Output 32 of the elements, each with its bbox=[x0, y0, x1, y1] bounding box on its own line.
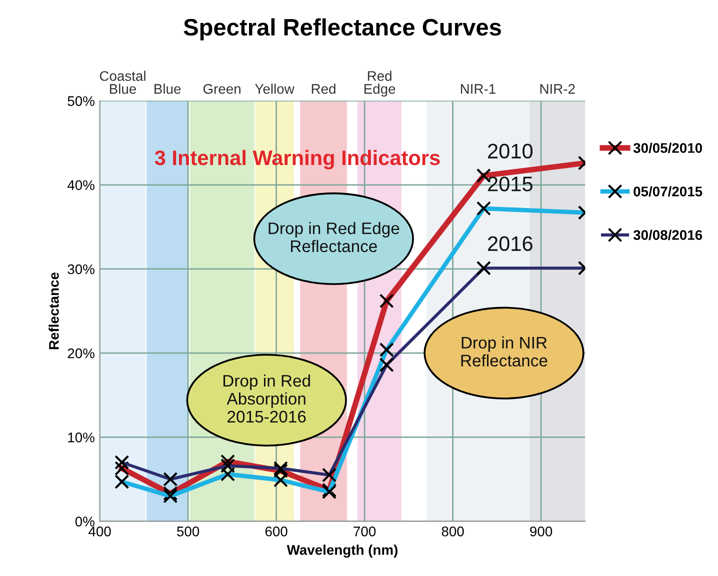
annotation: Drop in Red Edge Reflectance bbox=[268, 222, 400, 252]
band-label: Coastal Blue bbox=[100, 70, 146, 94]
annotation: 2010 bbox=[488, 144, 533, 159]
x-tick-label: 400 bbox=[88, 526, 111, 536]
legend-label: 05/07/2015 bbox=[634, 186, 702, 197]
legend-label: 30/05/2010 bbox=[633, 142, 702, 154]
annotation: 2016 bbox=[488, 236, 532, 252]
band-label: Yellow bbox=[255, 84, 294, 94]
annotation: 2015 bbox=[488, 176, 532, 192]
x-tick-label: 700 bbox=[354, 526, 376, 536]
y-tick-label: 10% bbox=[68, 432, 94, 442]
y-tick-label: 0% bbox=[75, 516, 94, 526]
y-tick-label: 40% bbox=[67, 180, 94, 190]
annotation: Drop in Red Absorption 2015-2016 bbox=[223, 374, 310, 423]
band-label: NIR-2 bbox=[540, 84, 575, 94]
y-axis-title: Reflectance bbox=[48, 272, 59, 350]
chart-title: Spectral Reflectance Curves bbox=[184, 18, 501, 40]
legend-label: 30/08/2016 bbox=[633, 230, 702, 240]
band-label: Red bbox=[312, 84, 336, 94]
annotation: Drop in NIR Reflectance bbox=[461, 336, 548, 367]
band-label: Blue bbox=[154, 84, 181, 94]
x-tick-label: 600 bbox=[265, 526, 288, 536]
band-label: Red Edge bbox=[364, 70, 396, 97]
band-label: NIR-1 bbox=[460, 84, 496, 94]
x-tick-label: 900 bbox=[530, 526, 552, 536]
y-tick-label: 20% bbox=[68, 348, 94, 358]
band-label: Green bbox=[203, 84, 240, 94]
x-tick-label: 500 bbox=[177, 526, 200, 536]
y-tick-label: 50% bbox=[68, 96, 94, 106]
y-tick-label: 30% bbox=[68, 264, 94, 274]
x-tick-label: 800 bbox=[442, 526, 464, 536]
x-axis-title: Wavelength (nm) bbox=[286, 544, 398, 558]
